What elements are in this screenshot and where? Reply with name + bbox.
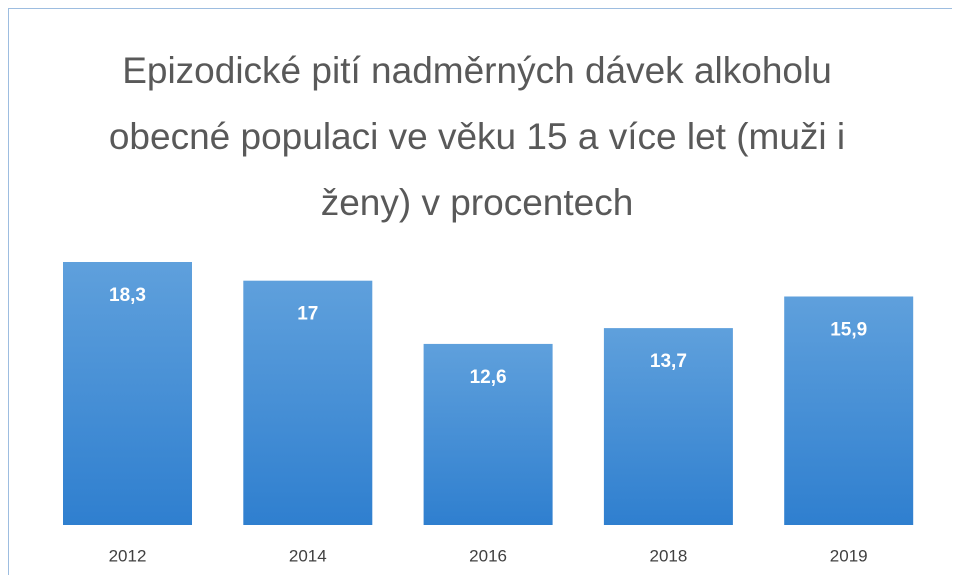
chart-title: Epizodické pití nadměrných dávek alkohol… xyxy=(108,50,846,223)
bar xyxy=(603,328,733,525)
x-tick-label: 2012 xyxy=(109,546,147,565)
bar xyxy=(63,262,192,525)
value-label: 17 xyxy=(297,304,318,325)
value-label: 12,6 xyxy=(470,367,507,388)
bar xyxy=(784,296,914,525)
value-label: 13,7 xyxy=(650,351,687,372)
x-tick-label: 2019 xyxy=(830,546,868,565)
chart-frame xyxy=(8,8,952,575)
value-label: 18,3 xyxy=(109,285,146,306)
x-tick-label: 2014 xyxy=(289,546,327,565)
value-label: 15,9 xyxy=(830,320,867,341)
bar xyxy=(243,280,373,525)
bar xyxy=(423,343,553,525)
x-tick-label: 2016 xyxy=(469,546,507,565)
x-tick-label: 2018 xyxy=(649,546,687,565)
